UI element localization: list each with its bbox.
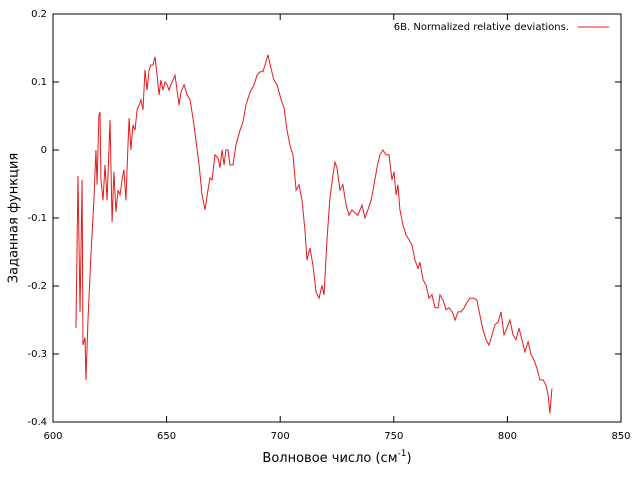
y-tick-label: -0.4 [27,417,47,428]
x-axis-label: Волновое число (см-1) [262,449,411,466]
y-axis-label: Заданная функция [7,153,22,283]
y-tick-label: 0 [41,145,47,156]
x-tick-label: 750 [384,431,403,442]
y-tick-label: 0.1 [31,77,47,88]
legend-label: 6B. Normalized relative deviations. [394,22,569,33]
x-tick-label: 800 [498,431,517,442]
x-tick-label: 650 [157,431,176,442]
x-tick-label: 600 [43,431,62,442]
y-tick-label: -0.1 [27,213,47,224]
x-tick-label: 700 [271,431,290,442]
x-label-sup: -1 [398,449,407,459]
data-line [75,54,553,414]
x-label-text: Волновое число (см [262,451,397,466]
y-tick-label: -0.3 [27,349,47,360]
plot-frame [52,13,622,423]
y-tick-label: -0.2 [27,281,47,292]
x-tick-label: 850 [611,431,630,442]
x-label-end: ) [406,451,411,466]
y-tick-label: 0.2 [31,9,47,20]
